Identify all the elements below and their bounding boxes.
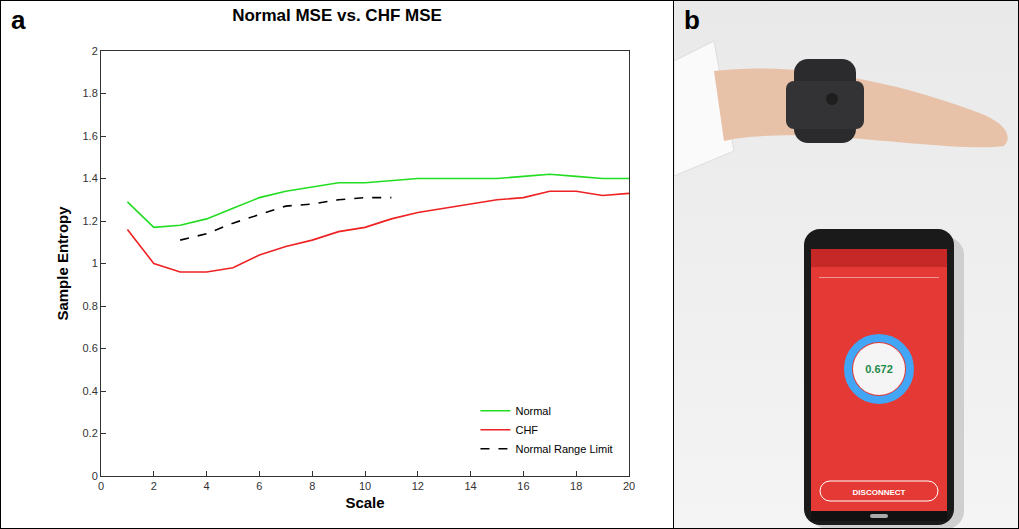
svg-text:CHF: CHF <box>515 424 538 436</box>
svg-text:4: 4 <box>204 480 210 492</box>
svg-text:1.2: 1.2 <box>83 215 98 227</box>
html-text:b: b <box>684 5 700 35</box>
svg-text:0.672: 0.672 <box>865 363 893 375</box>
svg-text:0: 0 <box>92 470 98 482</box>
svg-text:1.8: 1.8 <box>83 87 98 99</box>
svg-text:16: 16 <box>517 480 529 492</box>
svg-text:1.4: 1.4 <box>83 172 98 184</box>
svg-text:12: 12 <box>412 480 424 492</box>
svg-text:6: 6 <box>256 480 262 492</box>
svg-text:Sample Entropy: Sample Entropy <box>54 206 71 321</box>
svg-text:Normal Range Limit: Normal Range Limit <box>515 443 612 455</box>
svg-text:0.4: 0.4 <box>83 385 98 397</box>
svg-text:14: 14 <box>464 480 476 492</box>
svg-text:2: 2 <box>92 45 98 57</box>
svg-text:Normal: Normal <box>515 405 550 417</box>
svg-text:0.6: 0.6 <box>83 342 98 354</box>
svg-text:1: 1 <box>92 257 98 269</box>
svg-text:1.6: 1.6 <box>83 130 98 142</box>
svg-text:0: 0 <box>98 480 104 492</box>
svg-text:18: 18 <box>570 480 582 492</box>
html-text:a: a <box>11 5 26 35</box>
svg-text:0.8: 0.8 <box>83 300 98 312</box>
svg-text:0.2: 0.2 <box>83 427 98 439</box>
svg-text:2: 2 <box>151 480 157 492</box>
svg-text:DISCONNECT: DISCONNECT <box>853 488 906 497</box>
svg-text:20: 20 <box>623 480 635 492</box>
svg-text:8: 8 <box>309 480 315 492</box>
svg-text:10: 10 <box>359 480 371 492</box>
svg-text:Scale: Scale <box>345 494 384 511</box>
svg-text:Normal MSE vs. CHF MSE: Normal MSE vs. CHF MSE <box>232 6 442 25</box>
